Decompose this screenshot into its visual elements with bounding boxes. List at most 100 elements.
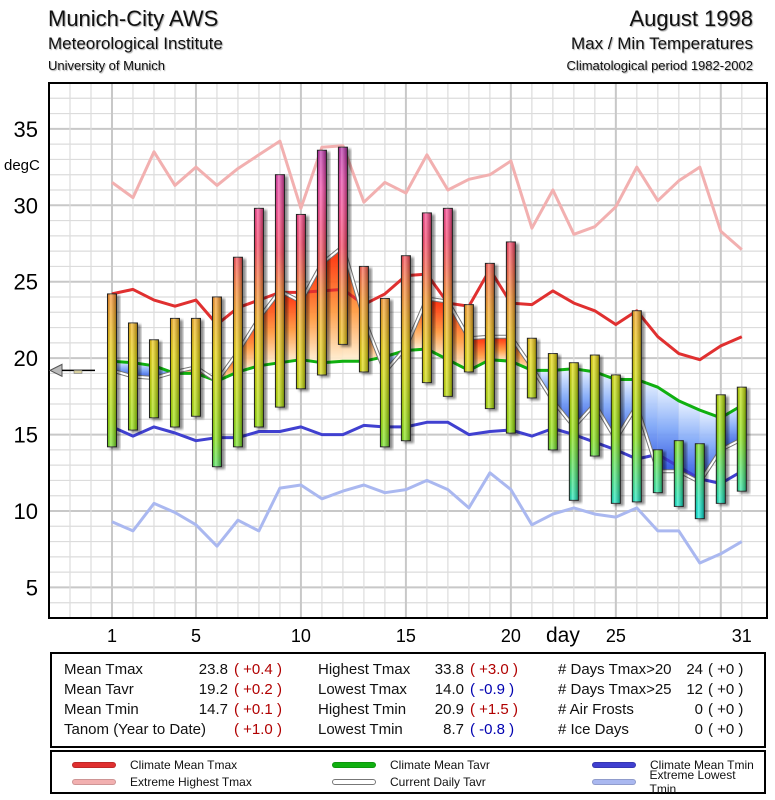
y-axis: 5 10 15 20 25 30 35 xyxy=(14,117,38,601)
day-bar-shading xyxy=(548,353,558,450)
day-bar-shading xyxy=(464,304,474,372)
station-title: Munich-City AWS xyxy=(48,6,219,31)
stat-row: # Days Tmax>20 24 ( +0 ) xyxy=(558,660,763,680)
day-bar xyxy=(232,256,243,448)
period-title: August 1998 xyxy=(629,6,753,31)
day-bar-shading xyxy=(233,257,243,447)
day-bar-shading xyxy=(149,339,159,418)
day-bar xyxy=(568,362,579,501)
day-bar-shading xyxy=(632,310,642,502)
x-tick-label: 1 xyxy=(107,626,117,646)
legend-label: Climate Mean Tmin xyxy=(650,758,754,772)
day-bar-shading xyxy=(275,174,285,408)
stat-anomaly: ( +3.0 ) xyxy=(470,661,518,678)
year-to-date-anomaly-marker xyxy=(48,363,95,378)
day-bar xyxy=(190,317,201,417)
day-bar-shading xyxy=(485,263,495,409)
day-bar-shading xyxy=(212,297,222,467)
day-bar xyxy=(379,298,390,448)
y-tick-label: 15 xyxy=(14,423,38,448)
stat-value: 19.2 xyxy=(198,681,228,698)
legend-item: Extreme Highest Tmax xyxy=(72,774,252,790)
stat-value: 0 xyxy=(694,721,703,738)
day-bar-shading xyxy=(590,355,600,456)
warm-anomaly-fill xyxy=(279,290,301,363)
stat-label: Lowest Tmin xyxy=(318,721,403,738)
x-tick-label: 5 xyxy=(191,626,201,646)
day-bar xyxy=(526,337,537,399)
stat-label: Mean Tmax xyxy=(64,661,143,678)
legend-item: Climate Mean Tmin xyxy=(592,757,754,773)
stat-row: # Days Tmax>25 12 ( +0 ) xyxy=(558,680,763,700)
stat-anomaly: ( -0.8 ) xyxy=(470,721,515,738)
day-bar xyxy=(694,443,705,520)
day-bar-shading xyxy=(674,440,684,507)
stat-row: Mean Tmax 23.8 ( +0.4 ) xyxy=(64,660,314,680)
y-tick-label: 20 xyxy=(14,346,38,371)
cool-anomaly-fill xyxy=(657,387,679,472)
stat-label: Highest Tmax xyxy=(318,661,411,678)
legend-swatch xyxy=(332,779,376,785)
legend-item: Current Daily Tavr xyxy=(332,774,486,790)
day-bar-shading xyxy=(296,214,306,389)
y-tick-label: 25 xyxy=(14,270,38,295)
stats-column-means: Mean Tmax 23.8 ( +0.4 ) Mean Tavr 19.2 ( +0.2… xyxy=(64,660,314,740)
day-bar xyxy=(211,296,222,468)
stat-row: Highest Tmin 20.9 ( +1.5 ) xyxy=(318,700,548,720)
day-bar-shading xyxy=(338,147,348,345)
day-bar xyxy=(505,241,516,434)
day-bar xyxy=(148,339,159,419)
day-bar-shading xyxy=(191,318,201,417)
y-tick-label: 35 xyxy=(14,117,38,142)
stat-value: 14.0 xyxy=(434,681,464,698)
stat-row: Lowest Tmax 14.0 ( -0.9 ) xyxy=(318,680,548,700)
warm-anomaly-fill xyxy=(447,301,469,371)
day-bar xyxy=(421,212,432,384)
legend-label: Extreme Highest Tmax xyxy=(130,775,252,789)
stat-anomaly: ( +0 ) xyxy=(708,721,744,738)
day-bar xyxy=(631,310,642,503)
stat-row: Lowest Tmin 8.7 ( -0.8 ) xyxy=(318,720,548,740)
day-bar-shading xyxy=(611,374,621,504)
x-tick-label: 20 xyxy=(501,626,521,646)
stats-column-counts: # Days Tmax>20 24 ( +0 ) # Days Tmax>25 12 ( … xyxy=(558,660,763,740)
day-bar xyxy=(274,174,285,408)
day-bar-shading xyxy=(170,318,180,427)
day-bar xyxy=(169,317,180,428)
legend-swatch xyxy=(592,762,636,768)
legend-swatch xyxy=(592,779,636,785)
x-tick-label: 10 xyxy=(291,626,311,646)
cool-anomaly-fill xyxy=(615,379,637,440)
x-tick-label: 15 xyxy=(396,626,416,646)
day-bar xyxy=(673,440,684,507)
legend-label: Climate Mean Tmax xyxy=(130,758,238,772)
daily-bars xyxy=(106,146,747,520)
x-axis: 1 5 10 15 20 25 31 xyxy=(107,626,752,646)
cool-anomaly-fill xyxy=(552,368,574,427)
x-axis-label: day xyxy=(546,624,580,647)
day-bar xyxy=(547,353,558,451)
university-subtitle: University of Munich xyxy=(48,58,166,73)
legend-label: Current Daily Tavr xyxy=(390,775,486,789)
stat-anomaly: ( +0 ) xyxy=(708,701,744,718)
cool-anomaly-fill xyxy=(573,368,595,427)
day-bar-shading xyxy=(422,212,432,383)
stat-anomaly: ( +0.2 ) xyxy=(234,681,282,698)
day-bar xyxy=(442,207,453,397)
stat-value: 24 xyxy=(686,661,703,678)
day-bar xyxy=(715,394,726,504)
legend-label: Climate Mean Tavr xyxy=(390,758,490,772)
day-bar-shading xyxy=(506,241,516,434)
day-bar-shading xyxy=(401,255,411,441)
legend-item: Climate Mean Tavr xyxy=(332,757,490,773)
stat-label: # Air Frosts xyxy=(558,701,634,718)
extreme-highest-tmax-line xyxy=(111,139,743,251)
plot-frame xyxy=(48,82,768,619)
legend-item: Extreme Lowest Tmin xyxy=(592,768,764,796)
y-tick-label: 10 xyxy=(14,499,38,524)
cool-anomaly-fill xyxy=(678,400,700,482)
warm-anomaly-fill xyxy=(237,318,259,372)
day-bar xyxy=(589,354,600,457)
stat-label: Highest Tmin xyxy=(318,701,407,718)
y-tick-label: 5 xyxy=(26,575,38,600)
